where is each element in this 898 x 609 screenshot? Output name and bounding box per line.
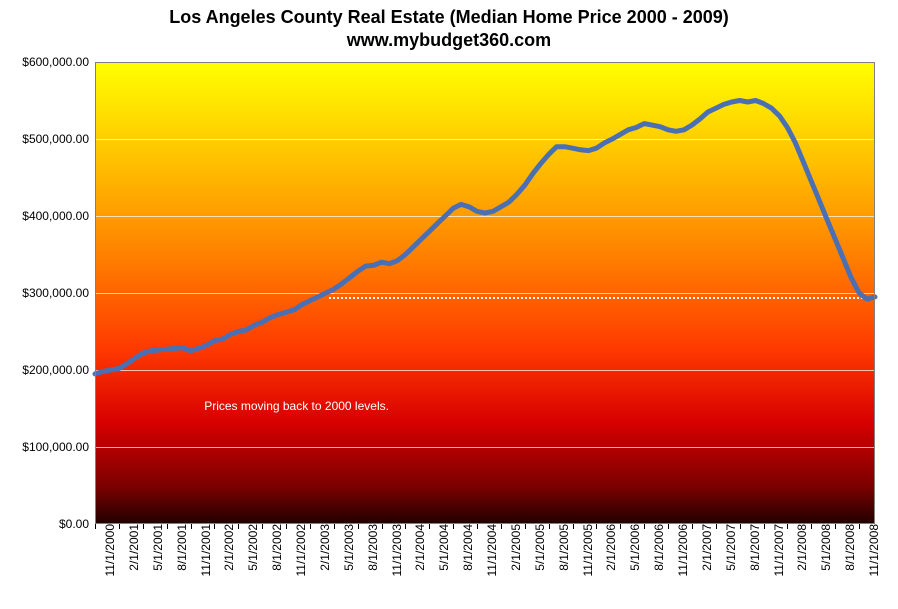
x-tick-mark [811, 524, 812, 529]
x-tick-mark [286, 524, 287, 529]
x-tick-mark [549, 524, 550, 529]
price-line [95, 62, 875, 524]
x-tick-mark [787, 524, 788, 529]
x-tick-mark [764, 524, 765, 529]
x-tick-mark [668, 524, 669, 529]
y-tick-label: $100,000.00 [22, 440, 95, 454]
x-tick-mark [334, 524, 335, 529]
x-tick-mark [859, 524, 860, 529]
chart-title: Los Angeles County Real Estate (Median H… [0, 6, 898, 51]
x-tick-mark [310, 524, 311, 529]
x-tick-label: 8/1/2001 [171, 524, 189, 571]
x-tick-mark [835, 524, 836, 529]
x-tick-mark [620, 524, 621, 529]
x-tick-label: 5/1/2005 [529, 524, 547, 571]
x-tick-mark [644, 524, 645, 529]
x-tick-mark [501, 524, 502, 529]
x-tick-label: 2/1/2005 [505, 524, 523, 571]
x-tick-label: 5/1/2006 [624, 524, 642, 571]
x-tick-mark [382, 524, 383, 529]
x-tick-label: 8/1/2003 [362, 524, 380, 571]
x-tick-label: 2/1/2006 [600, 524, 618, 571]
y-tick-label: $400,000.00 [22, 209, 95, 223]
x-tick-label: 5/1/2002 [242, 524, 260, 571]
y-tick-label: $600,000.00 [22, 55, 95, 69]
x-tick-label: 5/1/2003 [338, 524, 356, 571]
x-tick-label: 8/1/2007 [744, 524, 762, 571]
x-tick-label: 8/1/2006 [648, 524, 666, 571]
x-tick-mark [716, 524, 717, 529]
y-tick-label: $300,000.00 [22, 286, 95, 300]
x-tick-label: 11/1/2004 [481, 524, 499, 577]
x-tick-label: 5/1/2004 [433, 524, 451, 571]
x-tick-mark [119, 524, 120, 529]
x-tick-mark [692, 524, 693, 529]
x-tick-mark [453, 524, 454, 529]
price-series-path [95, 101, 875, 374]
x-tick-label: 8/1/2008 [839, 524, 857, 571]
x-tick-mark [167, 524, 168, 529]
chart-root: Los Angeles County Real Estate (Median H… [0, 0, 898, 609]
x-tick-label: 2/1/2004 [409, 524, 427, 571]
x-tick-mark [405, 524, 406, 529]
x-tick-label: 5/1/2007 [720, 524, 738, 571]
y-tick-label: $500,000.00 [22, 132, 95, 146]
plot-area: Prices moving back to 2000 levels. $0.00… [95, 62, 875, 524]
x-tick-mark [262, 524, 263, 529]
x-tick-label: 8/1/2002 [266, 524, 284, 571]
x-tick-label: 2/1/2003 [314, 524, 332, 571]
x-tick-mark [214, 524, 215, 529]
x-tick-label: 11/1/2000 [99, 524, 117, 577]
x-tick-mark [191, 524, 192, 529]
x-tick-mark [95, 524, 96, 529]
x-tick-label: 11/1/2002 [290, 524, 308, 577]
x-tick-label: 8/1/2004 [457, 524, 475, 571]
x-tick-label: 11/1/2001 [195, 524, 213, 577]
x-tick-mark [740, 524, 741, 529]
x-tick-mark [143, 524, 144, 529]
x-tick-mark [573, 524, 574, 529]
x-tick-label: 5/1/2008 [815, 524, 833, 571]
x-tick-label: 2/1/2007 [696, 524, 714, 571]
y-tick-label: $200,000.00 [22, 363, 95, 377]
x-tick-label: 11/1/2006 [672, 524, 690, 577]
x-tick-mark [358, 524, 359, 529]
x-tick-mark [238, 524, 239, 529]
x-tick-label: 11/1/2008 [863, 524, 881, 577]
x-tick-label: 11/1/2003 [386, 524, 404, 577]
x-tick-label: 2/1/2002 [218, 524, 236, 571]
x-tick-label: 5/1/2001 [147, 524, 165, 571]
x-tick-mark [429, 524, 430, 529]
x-tick-mark [596, 524, 597, 529]
x-tick-label: 11/1/2007 [768, 524, 786, 577]
chart-subtitle: www.mybudget360.com [0, 29, 898, 52]
x-tick-mark [477, 524, 478, 529]
y-tick-label: $0.00 [59, 517, 95, 531]
x-tick-label: 2/1/2001 [123, 524, 141, 571]
x-tick-mark [525, 524, 526, 529]
x-tick-label: 11/1/2005 [577, 524, 595, 577]
x-tick-label: 8/1/2005 [553, 524, 571, 571]
x-tick-label: 2/1/2008 [791, 524, 809, 571]
chart-title-main: Los Angeles County Real Estate (Median H… [169, 7, 729, 27]
